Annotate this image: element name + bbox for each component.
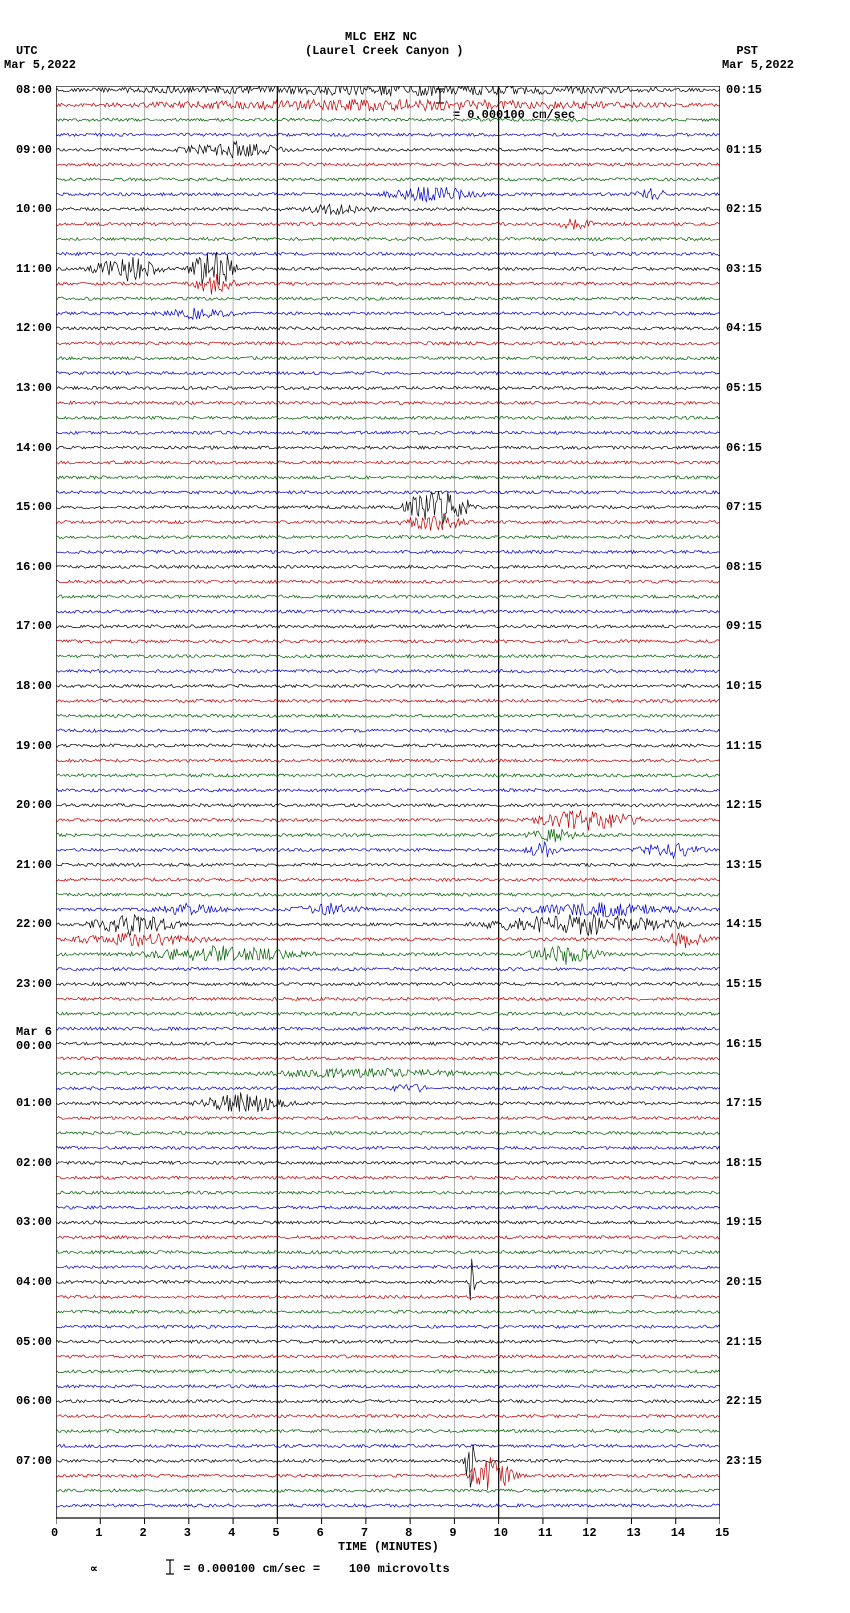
left-row-label: 10:00 <box>16 202 52 216</box>
left-row-label: 23:00 <box>16 977 52 991</box>
right-row-label: 11:15 <box>726 739 762 753</box>
right-row-label: 07:15 <box>726 500 762 514</box>
x-tick-label: 3 <box>184 1526 191 1540</box>
right-row-label: 21:15 <box>726 1335 762 1349</box>
x-tick-label: 8 <box>405 1526 412 1540</box>
left-row-label: 16:00 <box>16 560 52 574</box>
right-row-label: 15:15 <box>726 977 762 991</box>
x-tick-label: 10 <box>494 1526 508 1540</box>
right-row-label: 00:15 <box>726 83 762 97</box>
x-tick-label: 9 <box>449 1526 456 1540</box>
helicorder-plot <box>56 86 720 1568</box>
x-tick-label: 4 <box>228 1526 235 1540</box>
right-row-label: 01:15 <box>726 143 762 157</box>
x-tick-label: 11 <box>538 1526 552 1540</box>
left-row-label: 04:00 <box>16 1275 52 1289</box>
left-date: Mar 5,2022 <box>4 58 76 72</box>
x-tick-label: 6 <box>317 1526 324 1540</box>
left-row-label: 18:00 <box>16 679 52 693</box>
right-row-label: 03:15 <box>726 262 762 276</box>
x-tick-label: 15 <box>715 1526 729 1540</box>
left-row-label: 08:00 <box>16 83 52 97</box>
x-tick-label: 12 <box>582 1526 596 1540</box>
left-row-label: 03:00 <box>16 1215 52 1229</box>
x-tick-label: 13 <box>626 1526 640 1540</box>
scale-bar-icon: ∝ <box>33 1545 107 1593</box>
right-tz: PST <box>736 44 758 58</box>
left-row-label: 01:00 <box>16 1096 52 1110</box>
right-date: Mar 5,2022 <box>722 58 794 72</box>
left-row-label: 07:00 <box>16 1454 52 1468</box>
right-row-label: 23:15 <box>726 1454 762 1468</box>
svg-text:∝: ∝ <box>90 1564 98 1575</box>
right-row-label: 20:15 <box>726 1275 762 1289</box>
x-tick-label: 5 <box>272 1526 279 1540</box>
left-row-label: 19:00 <box>16 739 52 753</box>
right-row-label: 17:15 <box>726 1096 762 1110</box>
x-tick-label: 7 <box>361 1526 368 1540</box>
right-row-label: 08:15 <box>726 560 762 574</box>
right-row-label: 19:15 <box>726 1215 762 1229</box>
left-row-label: 06:00 <box>16 1394 52 1408</box>
x-tick-label: 1 <box>95 1526 102 1540</box>
left-row-label: 21:00 <box>16 858 52 872</box>
left-row-label: 15:00 <box>16 500 52 514</box>
right-row-label: 04:15 <box>726 321 762 335</box>
x-axis-title: TIME (MINUTES) <box>338 1540 439 1554</box>
left-row-label: 14:00 <box>16 441 52 455</box>
left-row-label: 05:00 <box>16 1335 52 1349</box>
left-row-label: 02:00 <box>16 1156 52 1170</box>
left-row-label: Mar 6 00:00 <box>16 1025 52 1053</box>
right-row-label: 22:15 <box>726 1394 762 1408</box>
right-row-label: 14:15 <box>726 917 762 931</box>
station-loc: (Laurel Creek Canyon ) <box>305 44 463 58</box>
left-tz: UTC <box>16 44 38 58</box>
left-row-label: 11:00 <box>16 262 52 276</box>
x-tick-label: 0 <box>51 1526 58 1540</box>
scale-bar-icon <box>106 1545 176 1593</box>
left-row-label: 09:00 <box>16 143 52 157</box>
right-row-label: 09:15 <box>726 619 762 633</box>
right-row-label: 16:15 <box>726 1037 762 1051</box>
left-row-label: 17:00 <box>16 619 52 633</box>
station-id: MLC EHZ NC <box>345 30 417 44</box>
right-row-label: 12:15 <box>726 798 762 812</box>
right-row-label: 02:15 <box>726 202 762 216</box>
x-tick-label: 14 <box>671 1526 685 1540</box>
left-row-label: 22:00 <box>16 917 52 931</box>
left-row-label: 20:00 <box>16 798 52 812</box>
right-row-label: 18:15 <box>726 1156 762 1170</box>
left-row-label: 13:00 <box>16 381 52 395</box>
seismogram-page: MLC EHZ NC (Laurel Creek Canyon ) = 0.00… <box>0 0 850 1613</box>
right-row-label: 13:15 <box>726 858 762 872</box>
right-row-label: 10:15 <box>726 679 762 693</box>
right-row-label: 05:15 <box>726 381 762 395</box>
footer-scale-text: = 0.000100 cm/sec = 100 microvolts <box>176 1562 450 1576</box>
right-row-label: 06:15 <box>726 441 762 455</box>
x-tick-label: 2 <box>140 1526 147 1540</box>
left-row-label: 12:00 <box>16 321 52 335</box>
